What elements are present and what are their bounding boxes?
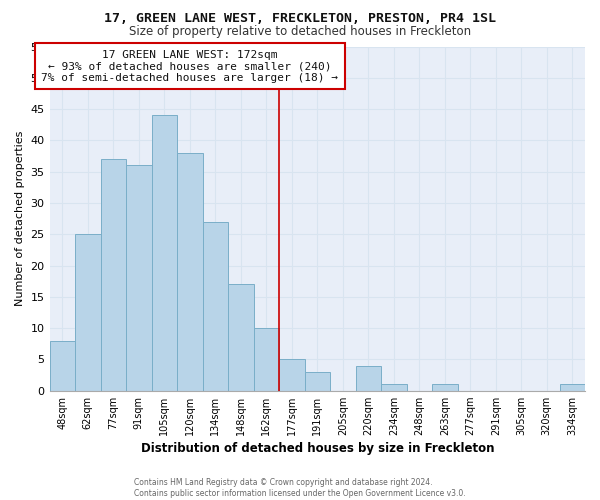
- Bar: [126, 166, 152, 390]
- Bar: [228, 284, 254, 391]
- Bar: [356, 366, 381, 390]
- Bar: [101, 159, 126, 390]
- Bar: [432, 384, 458, 390]
- Bar: [50, 340, 75, 390]
- Bar: [254, 328, 279, 390]
- Bar: [75, 234, 101, 390]
- Text: 17, GREEN LANE WEST, FRECKLETON, PRESTON, PR4 1SL: 17, GREEN LANE WEST, FRECKLETON, PRESTON…: [104, 12, 496, 26]
- Text: Contains HM Land Registry data © Crown copyright and database right 2024.
Contai: Contains HM Land Registry data © Crown c…: [134, 478, 466, 498]
- Text: Size of property relative to detached houses in Freckleton: Size of property relative to detached ho…: [129, 25, 471, 38]
- Y-axis label: Number of detached properties: Number of detached properties: [15, 131, 25, 306]
- Bar: [203, 222, 228, 390]
- Text: 17 GREEN LANE WEST: 172sqm
← 93% of detached houses are smaller (240)
7% of semi: 17 GREEN LANE WEST: 172sqm ← 93% of deta…: [41, 50, 338, 83]
- Bar: [279, 360, 305, 390]
- Bar: [381, 384, 407, 390]
- Bar: [305, 372, 330, 390]
- X-axis label: Distribution of detached houses by size in Freckleton: Distribution of detached houses by size …: [140, 442, 494, 455]
- Bar: [177, 153, 203, 390]
- Bar: [152, 116, 177, 390]
- Bar: [560, 384, 585, 390]
